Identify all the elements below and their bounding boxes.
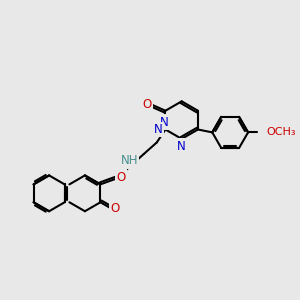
Text: OCH₃: OCH₃ — [267, 128, 296, 137]
Text: O: O — [142, 98, 151, 111]
Text: N: N — [177, 140, 186, 153]
Text: NH: NH — [121, 154, 138, 167]
Text: N: N — [160, 116, 168, 129]
Text: O: O — [116, 171, 125, 184]
Text: N: N — [154, 123, 163, 136]
Text: O: O — [110, 202, 119, 214]
